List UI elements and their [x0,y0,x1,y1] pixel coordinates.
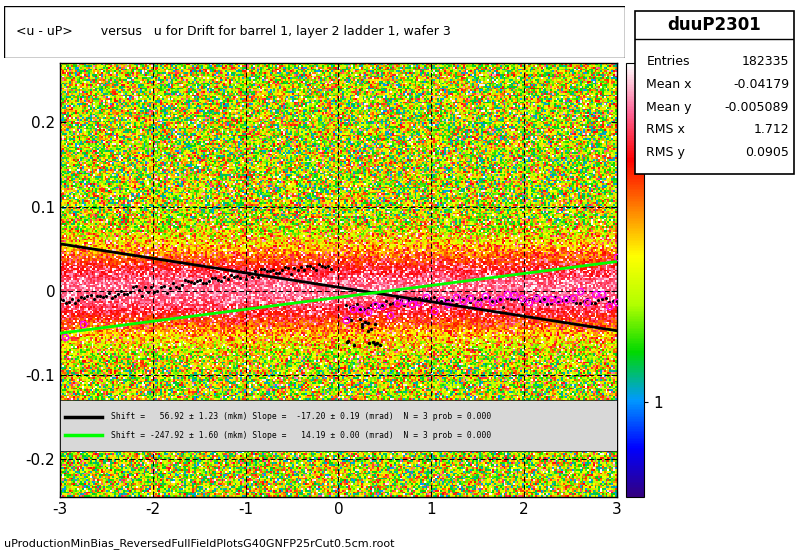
Text: Entries: Entries [646,55,690,68]
Text: duuP2301: duuP2301 [667,16,762,34]
Text: -0.04179: -0.04179 [733,78,789,91]
Text: Mean x: Mean x [646,78,692,91]
Text: Shift = -247.92 ± 1.60 (mkm) Slope =   14.19 ± 0.00 (mrad)  N = 3 prob = 0.000: Shift = -247.92 ± 1.60 (mkm) Slope = 14.… [111,431,491,440]
Text: RMS x: RMS x [646,124,685,136]
Text: 0.0905: 0.0905 [745,146,789,159]
Text: Shift =   56.92 ± 1.23 (mkm) Slope =  -17.20 ± 0.19 (mrad)  N = 3 prob = 0.000: Shift = 56.92 ± 1.23 (mkm) Slope = -17.2… [111,412,491,421]
Text: RMS y: RMS y [646,146,685,159]
Text: <u - uP>       versus   u for Drift for barrel 1, layer 2 ladder 1, wafer 3: <u - uP> versus u for Drift for barrel 1… [16,25,451,38]
Text: uProductionMinBias_ReversedFullFieldPlotsG40GNFP25rCut0.5cm.root: uProductionMinBias_ReversedFullFieldPlot… [4,538,395,549]
Text: 1.712: 1.712 [754,124,789,136]
Text: Mean y: Mean y [646,100,692,114]
Bar [60,400,617,450]
Text: -0.005089: -0.005089 [725,100,789,114]
Text: 182335: 182335 [742,55,789,68]
